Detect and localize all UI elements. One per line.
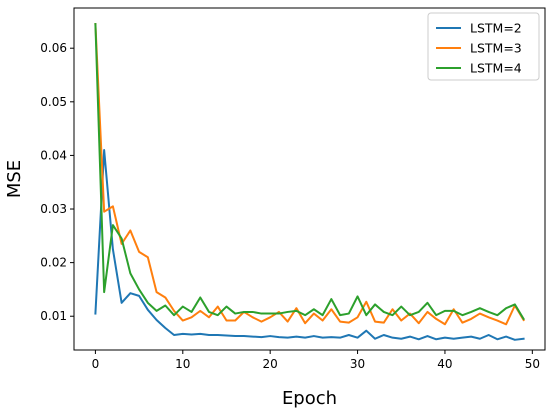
y-tick-label: 0.06 xyxy=(40,41,67,55)
x-tick-label: 20 xyxy=(263,357,278,371)
legend-entry-label: LSTM=3 xyxy=(470,41,522,56)
series-lines xyxy=(94,23,525,341)
y-axis-ticks: 0.01 0.02 0.03 0.04 0.05 0.06 xyxy=(40,41,74,323)
legend-entry-label: LSTM=4 xyxy=(470,61,522,76)
series-line-3 xyxy=(94,23,525,321)
x-tick-label: 40 xyxy=(437,357,452,371)
x-tick-label: 10 xyxy=(175,357,190,371)
series-line-1 xyxy=(94,149,525,341)
x-axis-ticks: 0 10 20 30 40 50 xyxy=(92,350,540,371)
legend-box xyxy=(427,12,540,81)
x-tick-label: 30 xyxy=(350,357,365,371)
y-tick-label: 0.02 xyxy=(40,256,67,270)
y-tick-label: 0.03 xyxy=(40,202,67,216)
x-axis-label: Epoch xyxy=(282,388,337,409)
y-tick-label: 0.04 xyxy=(40,148,67,162)
legend-entry-label: LSTM=2 xyxy=(470,21,522,36)
x-tick-label: 50 xyxy=(525,357,540,371)
plot-frame xyxy=(73,7,546,351)
legend: LSTM=2 LSTM=3 LSTM=4 xyxy=(427,12,540,81)
y-axis-label: MSE xyxy=(4,160,25,198)
y-tick-label: 0.01 xyxy=(40,309,67,323)
x-tick-label: 0 xyxy=(92,357,100,371)
y-tick-label: 0.05 xyxy=(40,95,67,109)
